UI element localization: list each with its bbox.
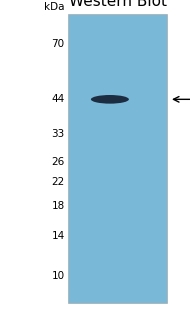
Text: 22: 22 — [51, 177, 65, 187]
Ellipse shape — [91, 95, 129, 104]
Text: 18: 18 — [51, 201, 65, 211]
Text: 70: 70 — [51, 39, 65, 49]
Bar — [68, 14, 167, 303]
Text: 44: 44 — [51, 94, 65, 104]
Text: 26: 26 — [51, 157, 65, 167]
Text: 14: 14 — [51, 231, 65, 241]
Text: Western Blot: Western Blot — [69, 0, 167, 9]
Text: 10: 10 — [51, 271, 65, 281]
Text: 33: 33 — [51, 129, 65, 139]
Text: kDa: kDa — [44, 2, 65, 12]
